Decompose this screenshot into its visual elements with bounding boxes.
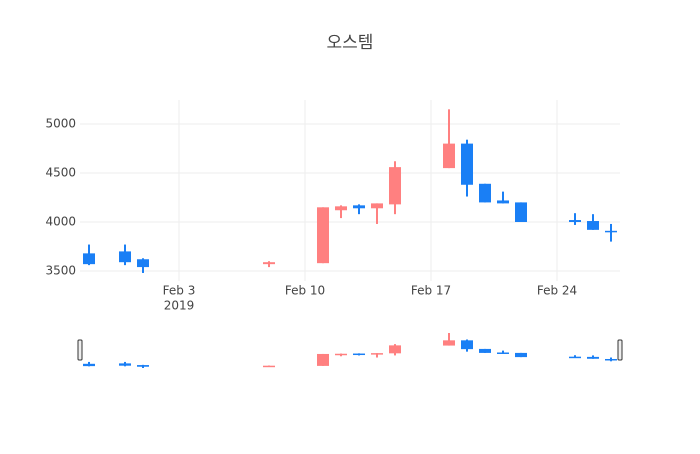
candle-body: [605, 358, 617, 361]
candle-body: [83, 253, 95, 265]
candle-body: [263, 262, 275, 265]
x-tick-label: Feb 3: [163, 284, 196, 298]
candle-body: [389, 167, 401, 205]
candle-body: [443, 143, 455, 169]
candle-body: [569, 356, 581, 359]
y-tick-label: 4500: [45, 166, 76, 180]
candle-body: [587, 356, 599, 359]
candle-body: [119, 251, 131, 263]
candle-body: [515, 352, 527, 358]
candle-body: [119, 363, 131, 366]
candle-body: [497, 200, 509, 204]
x-tick-label: Feb 17: [411, 284, 451, 298]
x-tick-label: Feb 10: [285, 284, 325, 298]
candle-body: [605, 230, 617, 233]
candle-body: [371, 353, 383, 355]
candle-body: [497, 352, 509, 354]
candle-body: [137, 259, 149, 268]
range-slider: [80, 330, 620, 371]
candle-body: [83, 363, 95, 367]
range-handle: [77, 339, 83, 361]
candle-body: [461, 340, 473, 350]
candle-body: [515, 202, 527, 223]
y-tick-label: 3500: [45, 264, 76, 278]
candle-body: [389, 345, 401, 354]
candle-body: [263, 365, 275, 368]
candle-body: [317, 353, 329, 366]
x-tick-label: Feb 24: [537, 284, 577, 298]
candle-body: [353, 205, 365, 209]
candle-body: [587, 221, 599, 230]
candle-body: [443, 340, 455, 346]
y-tick-label: 5000: [45, 117, 76, 131]
range-handle: [617, 339, 623, 361]
candle-body: [137, 365, 149, 367]
candle-body: [461, 143, 473, 185]
candle-body: [569, 220, 581, 223]
x-year-label: 2019: [164, 299, 195, 313]
candle-body: [479, 348, 491, 353]
y-tick-label: 4000: [45, 215, 76, 229]
candle-body: [371, 203, 383, 209]
candle-body: [479, 183, 491, 203]
candle-body: [335, 206, 347, 211]
candle-body: [317, 207, 329, 264]
candle-body: [353, 353, 365, 356]
chart-title: 오스템: [327, 33, 374, 53]
candle-body: [335, 353, 347, 356]
